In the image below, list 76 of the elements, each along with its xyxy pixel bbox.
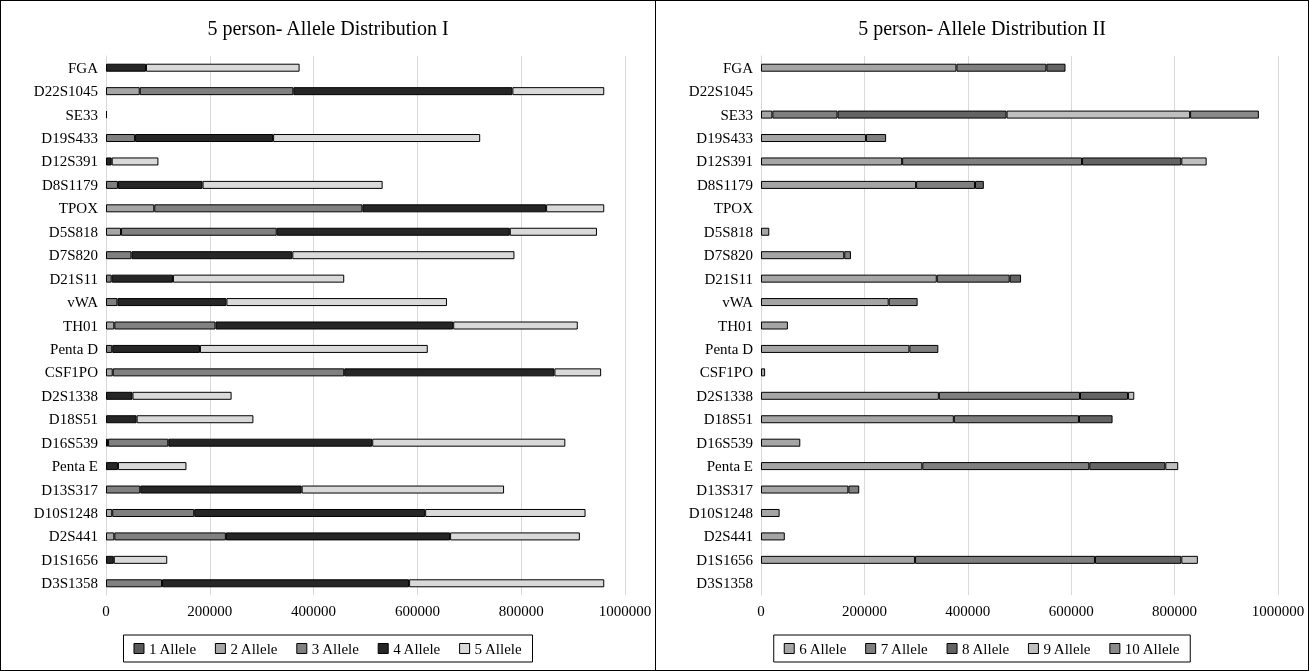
x-tick-label: 1000000 bbox=[1251, 602, 1305, 619]
y-tick-label: D1S1656 bbox=[696, 551, 754, 568]
x-tick-label: 800000 bbox=[1152, 602, 1198, 619]
y-tick-label: D12S391 bbox=[696, 153, 753, 170]
y-tick-label: D12S391 bbox=[41, 153, 98, 170]
y-tick-label: Penta E bbox=[706, 458, 753, 475]
legend-label: 2 Allele bbox=[230, 640, 278, 657]
y-tick-label: D5S818 bbox=[48, 223, 98, 240]
y-tick-label: TH01 bbox=[718, 317, 753, 334]
y-tick-label: D18S51 bbox=[703, 411, 753, 428]
chart-title: 5 person- Allele Distribution I bbox=[207, 17, 449, 40]
legend-label: 7 Allele bbox=[880, 640, 929, 657]
y-tick-label: D13S317 bbox=[696, 481, 754, 498]
y-tick-label: TH01 bbox=[63, 317, 98, 334]
x-tick-label: 600000 bbox=[394, 602, 440, 619]
x-tick-label: 600000 bbox=[1048, 602, 1094, 619]
bar bbox=[761, 368, 766, 377]
y-tick-label: D21S11 bbox=[49, 270, 98, 287]
x-tick-label: 200000 bbox=[187, 602, 233, 619]
y-tick-label: TPOX bbox=[58, 200, 99, 217]
bar bbox=[761, 321, 788, 330]
y-tick-label: D2S1338 bbox=[41, 387, 98, 404]
y-tick-label: D7S820 bbox=[703, 247, 753, 264]
y-tick-label: FGA bbox=[67, 59, 99, 76]
y-tick-label: D16S539 bbox=[41, 434, 98, 451]
y-tick-label: D5S818 bbox=[703, 223, 753, 240]
y-tick-label: SE33 bbox=[720, 106, 753, 123]
y-tick-label: Penta E bbox=[51, 458, 98, 475]
y-tick-label: D16S539 bbox=[696, 434, 753, 451]
y-tick-label: FGA bbox=[722, 59, 754, 76]
x-tick-label: 400000 bbox=[291, 602, 337, 619]
y-tick-label: D10S1248 bbox=[688, 504, 753, 521]
y-tick-label: D18S51 bbox=[48, 411, 98, 428]
legend-label: 8 Allele bbox=[962, 640, 1010, 657]
y-tick-label: Penta D bbox=[705, 340, 754, 357]
y-tick-label: D19S433 bbox=[696, 130, 753, 147]
y-tick-label: D2S441 bbox=[48, 528, 98, 545]
x-tick-label: 200000 bbox=[841, 602, 887, 619]
y-tick-label: D22S1045 bbox=[688, 83, 753, 100]
y-tick-label: D13S317 bbox=[41, 481, 99, 498]
y-tick-label: Penta D bbox=[50, 340, 99, 357]
y-tick-label: TPOX bbox=[713, 200, 754, 217]
legend-label: 10 Allele bbox=[1124, 640, 1180, 657]
legend-label: 5 Allele bbox=[474, 640, 523, 657]
y-tick-label: D3S1358 bbox=[41, 575, 98, 592]
x-tick-label: 800000 bbox=[498, 602, 544, 619]
bar bbox=[761, 508, 780, 517]
y-tick-label: D2S1338 bbox=[696, 387, 753, 404]
y-tick-label: D22S1045 bbox=[33, 83, 98, 100]
x-tick-label: 0 bbox=[757, 602, 765, 619]
y-tick-label: D19S433 bbox=[41, 130, 98, 147]
y-tick-label: SE33 bbox=[65, 106, 98, 123]
x-tick-label: 400000 bbox=[945, 602, 991, 619]
y-tick-label: D21S11 bbox=[704, 270, 753, 287]
y-tick-label: vWA bbox=[67, 294, 99, 311]
chart-title: 5 person- Allele Distribution II bbox=[858, 17, 1106, 40]
y-tick-label: CSF1PO bbox=[44, 364, 99, 381]
y-tick-label: CSF1PO bbox=[699, 364, 754, 381]
legend-label: 6 Allele bbox=[799, 640, 847, 657]
x-tick-label: 0 bbox=[102, 602, 110, 619]
legend-label: 4 Allele bbox=[393, 640, 441, 657]
y-tick-label: D2S441 bbox=[703, 528, 753, 545]
x-tick-label: 1000000 bbox=[598, 602, 652, 619]
y-tick-label: D7S820 bbox=[48, 247, 98, 264]
legend-label: 1 Allele bbox=[149, 640, 197, 657]
y-tick-label: D8S1179 bbox=[41, 176, 98, 193]
y-tick-label: D3S1358 bbox=[696, 575, 753, 592]
bar bbox=[761, 532, 785, 541]
legend-label: 9 Allele bbox=[1043, 640, 1091, 657]
bar bbox=[761, 438, 801, 447]
y-tick-label: D8S1179 bbox=[696, 176, 753, 193]
y-tick-label: vWA bbox=[722, 294, 754, 311]
y-tick-label: D1S1656 bbox=[41, 551, 99, 568]
y-tick-label: D10S1248 bbox=[33, 504, 98, 521]
legend-label: 3 Allele bbox=[311, 640, 360, 657]
bar bbox=[761, 227, 770, 236]
